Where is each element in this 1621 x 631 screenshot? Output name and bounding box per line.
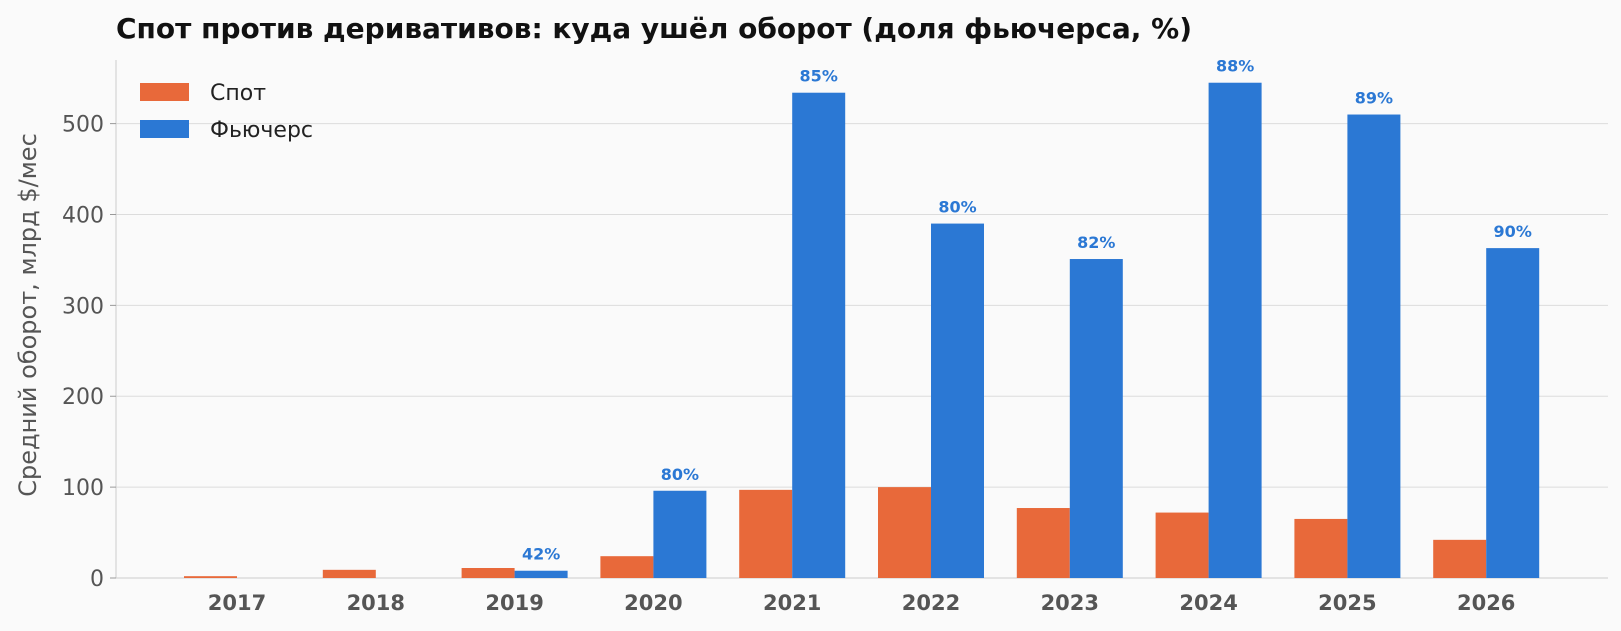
bar-futures-2022	[931, 223, 984, 578]
y-ticks: 0 100 200 300 400 500	[62, 113, 116, 592]
share-label-2022: 80%	[938, 198, 976, 217]
bar-futures-2021	[792, 92, 846, 578]
x-tick-label-2026: 2026	[1457, 591, 1515, 615]
x-tick-label-2022: 2022	[902, 591, 960, 615]
bar-futures-2026	[1486, 248, 1540, 578]
bar-futures-2025	[1347, 114, 1401, 579]
x-tick-label-2021: 2021	[763, 591, 821, 615]
legend-label-spot: Спот	[210, 81, 266, 106]
x-ticks: 2017 2018 2019 2020 2021 2022 2023 2024 2025 2026	[208, 591, 1516, 615]
bars	[184, 82, 1540, 579]
legend-label-futures: Фьючерс	[210, 118, 313, 143]
bar-spot-2018	[322, 569, 376, 578]
bar-spot-2022	[878, 487, 931, 578]
y-tick-label-500: 500	[62, 113, 104, 138]
x-tick-label-2017: 2017	[208, 591, 266, 615]
share-label-2024: 88%	[1216, 57, 1254, 76]
share-label-2020: 80%	[661, 465, 699, 484]
x-tick-label-2025: 2025	[1318, 591, 1376, 615]
share-label-2026: 90%	[1494, 222, 1532, 241]
x-tick-label-2024: 2024	[1179, 591, 1237, 615]
bar-spot-2023	[1016, 508, 1070, 578]
share-label-2021: 85%	[800, 67, 838, 86]
share-label-2025: 89%	[1355, 89, 1393, 108]
y-tick-label-200: 200	[62, 385, 104, 410]
bar-spot-2024	[1155, 512, 1209, 578]
bar-spot-2025	[1294, 518, 1348, 578]
x-tick-label-2020: 2020	[624, 591, 682, 615]
y-tick-label-400: 400	[62, 203, 104, 228]
bar-spot-2020	[600, 556, 654, 578]
x-tick-label-2023: 2023	[1041, 591, 1099, 615]
legend-swatch-futures	[140, 120, 189, 138]
bar-futures-2020	[653, 490, 707, 578]
bar-spot-2026	[1433, 539, 1487, 578]
value-labels: 42% 80% 85% 80% 82% 88% 89% 90%	[522, 57, 1532, 564]
bar-spot-2021	[739, 489, 793, 578]
legend-swatch-spot	[140, 83, 189, 101]
share-label-2023: 82%	[1077, 233, 1115, 252]
bar-futures-2019	[514, 570, 568, 578]
bar-spot-2017	[184, 576, 237, 578]
bar-futures-2023	[1069, 259, 1123, 578]
y-tick-label-0: 0	[90, 567, 104, 592]
x-tick-label-2019: 2019	[485, 591, 543, 615]
x-tick-label-2018: 2018	[347, 591, 405, 615]
share-label-2019: 42%	[522, 545, 560, 564]
y-tick-label-100: 100	[62, 476, 104, 501]
legend: Спот Фьючерс	[140, 81, 313, 143]
y-tick-label-300: 300	[62, 294, 104, 319]
bar-spot-2019	[461, 568, 515, 578]
y-axis-label: Средний оборот, млрд $/мес	[14, 133, 42, 497]
bar-futures-2024	[1208, 82, 1262, 578]
chart-title: Спот против деривативов: куда ушёл оборо…	[116, 12, 1192, 45]
